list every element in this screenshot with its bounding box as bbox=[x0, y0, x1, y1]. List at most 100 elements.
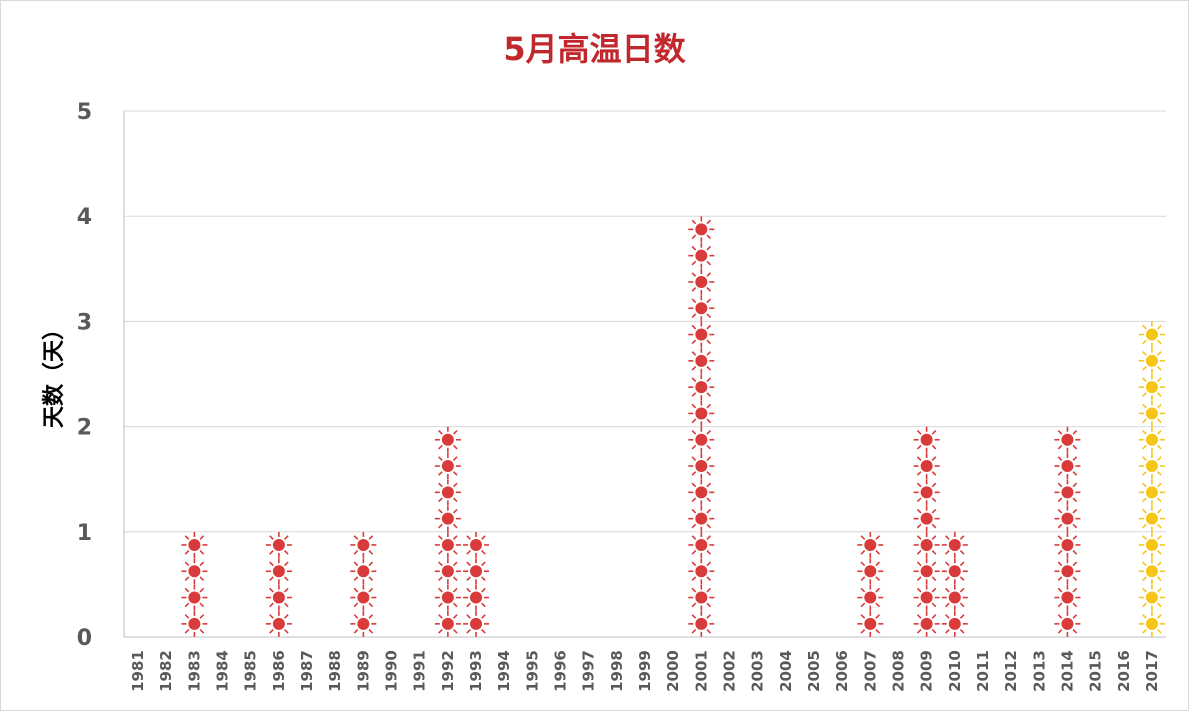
x-tick-label: 2010 bbox=[946, 650, 964, 692]
sun-icon bbox=[688, 347, 715, 374]
chart-title: 5月高温日数 bbox=[503, 30, 686, 68]
sun-icon bbox=[688, 453, 715, 480]
sun-icon bbox=[463, 531, 490, 558]
sun-icon bbox=[941, 584, 968, 611]
sun-icon bbox=[688, 400, 715, 427]
sun-icon bbox=[1054, 558, 1081, 585]
bar-1993 bbox=[463, 531, 490, 637]
bar-2009-area bbox=[913, 427, 941, 637]
sun-icon bbox=[1054, 505, 1081, 532]
x-tick-label: 2002 bbox=[720, 650, 738, 692]
bar-1992-area bbox=[434, 427, 462, 637]
sun-icon bbox=[688, 374, 715, 401]
bar-1993-area bbox=[462, 532, 490, 637]
y-tick-label: 0 bbox=[77, 626, 92, 651]
bar-2017-area bbox=[1138, 321, 1166, 637]
x-tick-label: 2003 bbox=[749, 650, 767, 692]
sun-icon bbox=[913, 505, 940, 532]
y-tick-label: 4 bbox=[77, 205, 92, 230]
sun-icon bbox=[434, 426, 461, 453]
sun-icon bbox=[941, 531, 968, 558]
sun-icon bbox=[1138, 453, 1165, 480]
x-tick-label: 2004 bbox=[777, 650, 795, 692]
x-tick-label: 2017 bbox=[1143, 650, 1161, 692]
sun-icon bbox=[1138, 347, 1165, 374]
bar-2001 bbox=[688, 216, 715, 637]
sun-icon bbox=[941, 610, 968, 637]
bar-2001-area bbox=[687, 216, 715, 637]
bar-2014 bbox=[1054, 426, 1081, 637]
sun-icon bbox=[434, 584, 461, 611]
sun-icon bbox=[265, 610, 292, 637]
sun-icon bbox=[1054, 453, 1081, 480]
sun-icon bbox=[434, 610, 461, 637]
x-tick-label: 2008 bbox=[889, 650, 907, 692]
bar-1983 bbox=[181, 531, 208, 637]
x-tick-label: 1996 bbox=[552, 650, 570, 692]
sun-icon bbox=[1138, 479, 1165, 506]
bar-1989 bbox=[350, 531, 377, 637]
x-tick-label: 1992 bbox=[439, 650, 457, 692]
sun-icon bbox=[688, 558, 715, 585]
bar-2007 bbox=[857, 531, 884, 637]
sun-icon bbox=[1054, 610, 1081, 637]
sun-icon bbox=[434, 479, 461, 506]
x-tick-label: 1998 bbox=[608, 650, 626, 692]
sun-icon bbox=[1138, 374, 1165, 401]
sun-icon bbox=[913, 531, 940, 558]
bar-1983-area bbox=[180, 532, 208, 637]
sun-icon bbox=[688, 242, 715, 269]
y-tick-label: 2 bbox=[77, 416, 92, 441]
sun-icon bbox=[1054, 531, 1081, 558]
x-tick-label: 2013 bbox=[1030, 650, 1048, 692]
x-tick-label: 1985 bbox=[242, 650, 260, 692]
bar-2010-area bbox=[941, 532, 969, 637]
sun-icon bbox=[1138, 558, 1165, 585]
x-tick-label: 2005 bbox=[805, 650, 823, 692]
sun-icon bbox=[913, 610, 940, 637]
sun-icon bbox=[1054, 426, 1081, 453]
sun-icon bbox=[350, 558, 377, 585]
sun-icon bbox=[857, 584, 884, 611]
sun-icon bbox=[1054, 479, 1081, 506]
sun-icon bbox=[1138, 400, 1165, 427]
sun-icon bbox=[913, 453, 940, 480]
sun-icon bbox=[857, 558, 884, 585]
bar-2017 bbox=[1138, 321, 1165, 637]
bar-2010 bbox=[941, 531, 968, 637]
sun-icon bbox=[688, 295, 715, 322]
x-tick-label: 1986 bbox=[270, 650, 288, 692]
sun-icon bbox=[1138, 321, 1165, 348]
sun-icon bbox=[265, 531, 292, 558]
sun-icon bbox=[688, 610, 715, 637]
sun-icon bbox=[350, 610, 377, 637]
bar-2007-area bbox=[856, 532, 884, 637]
sun-icon bbox=[350, 531, 377, 558]
sun-icon bbox=[181, 531, 208, 558]
bar-1986 bbox=[265, 531, 292, 637]
sun-icon bbox=[265, 558, 292, 585]
x-tick-label: 1994 bbox=[495, 650, 513, 692]
y-tick-label: 3 bbox=[77, 310, 92, 335]
x-tick-label: 1982 bbox=[157, 650, 175, 692]
sun-icon bbox=[463, 584, 490, 611]
bar-2009 bbox=[913, 426, 940, 637]
sun-icon bbox=[350, 584, 377, 611]
sun-icon bbox=[1054, 584, 1081, 611]
y-tick-label: 5 bbox=[77, 100, 92, 125]
x-tick-label: 2015 bbox=[1087, 650, 1105, 692]
x-tick-label: 2007 bbox=[861, 650, 879, 692]
bar-2014-area bbox=[1053, 427, 1081, 637]
x-tick-label: 1991 bbox=[411, 650, 429, 692]
y-tick-label: 1 bbox=[77, 521, 92, 546]
x-tick-label: 1989 bbox=[354, 650, 372, 692]
x-tick-label: 2012 bbox=[1002, 650, 1020, 692]
sun-icon bbox=[434, 453, 461, 480]
sun-icon bbox=[688, 216, 715, 243]
sun-icon bbox=[688, 505, 715, 532]
sun-icon bbox=[913, 558, 940, 585]
sun-icon bbox=[463, 610, 490, 637]
sun-icon bbox=[688, 479, 715, 506]
x-tick-label: 1981 bbox=[129, 650, 147, 692]
x-tick-label: 2000 bbox=[664, 650, 682, 692]
